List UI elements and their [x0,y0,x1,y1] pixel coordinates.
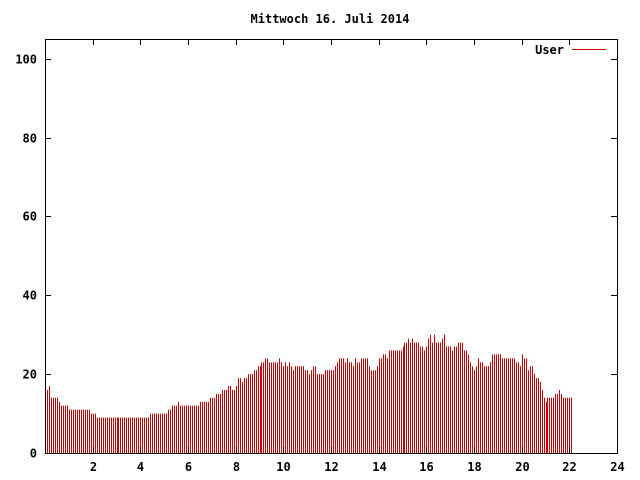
legend-label-user: User [535,43,564,57]
tick-label: 40 [23,289,37,303]
tick-label: 24 [610,460,624,474]
tick-label: 22 [562,460,576,474]
tick-label: 6 [185,460,192,474]
tick-label: 10 [276,460,290,474]
tick-label: 2 [90,460,97,474]
tick-label: 4 [137,460,144,474]
tick-label: 16 [419,460,433,474]
tick-label: 100 [15,53,37,67]
tick-label: 12 [324,460,338,474]
chart-title: Mittwoch 16. Juli 2014 [251,12,410,26]
tick-label: 20 [23,368,37,382]
tick-label: 20 [515,460,529,474]
tick-label: 14 [372,460,386,474]
tick-label: 18 [467,460,481,474]
tick-label: 80 [23,132,37,146]
bars-layer [45,334,572,453]
tick-label: 8 [233,460,240,474]
tick-label: 60 [23,210,37,224]
tick-label: 0 [30,447,37,461]
legend: User [535,43,606,57]
